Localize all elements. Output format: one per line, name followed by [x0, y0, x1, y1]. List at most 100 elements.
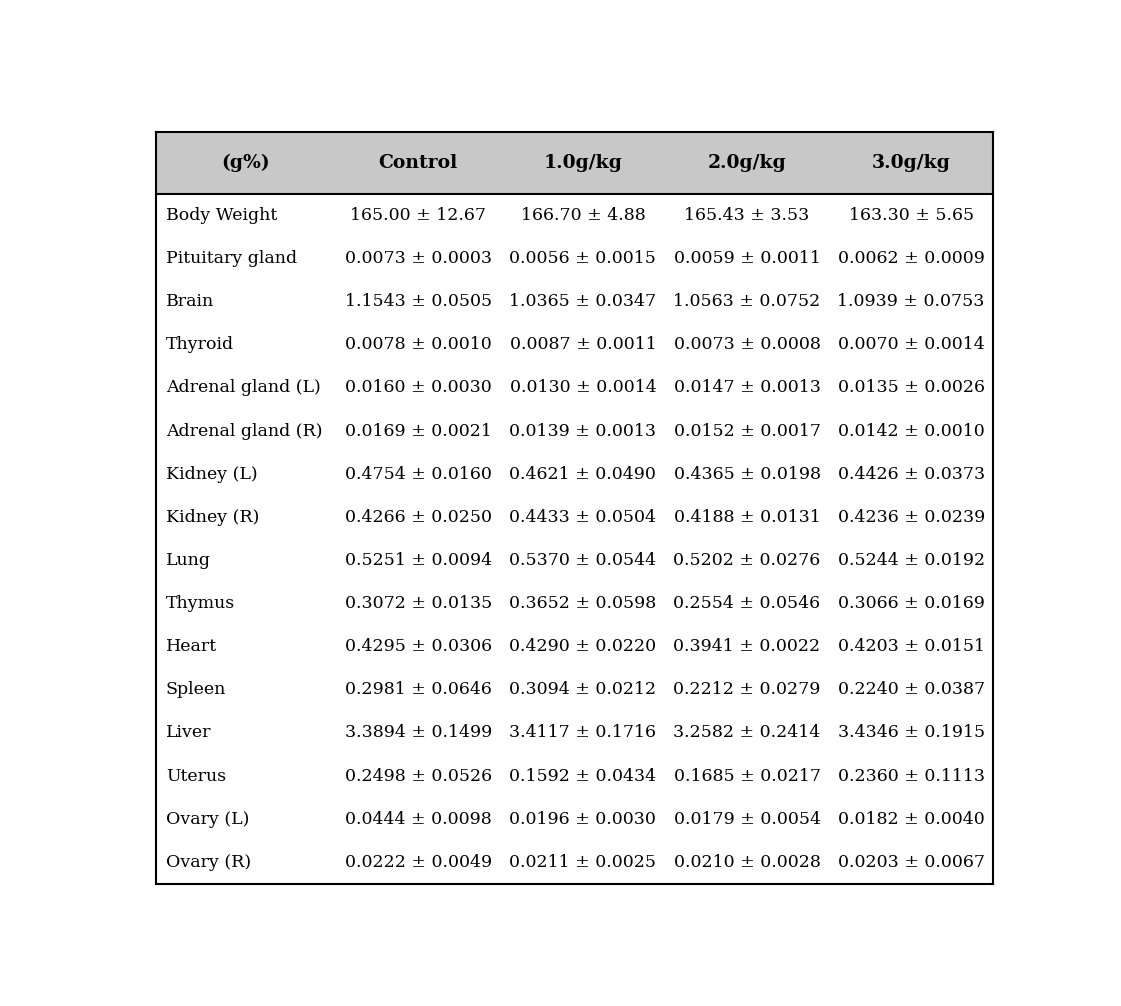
Text: 0.5244 ± 0.0192: 0.5244 ± 0.0192	[837, 552, 984, 569]
Text: 0.0087 ± 0.0011: 0.0087 ± 0.0011	[510, 336, 656, 353]
Text: 0.1592 ± 0.0434: 0.1592 ± 0.0434	[509, 768, 657, 785]
Bar	[156, 539, 993, 582]
Text: 0.0056 ± 0.0015: 0.0056 ± 0.0015	[509, 250, 656, 268]
Text: 1.0939 ± 0.0753: 1.0939 ± 0.0753	[837, 293, 985, 310]
Text: 0.4188 ± 0.0131: 0.4188 ± 0.0131	[674, 509, 821, 526]
Text: 0.1685 ± 0.0217: 0.1685 ± 0.0217	[674, 768, 821, 785]
Text: 0.4295 ± 0.0306: 0.4295 ± 0.0306	[345, 638, 492, 655]
Text: 0.2240 ± 0.0387: 0.2240 ± 0.0387	[837, 681, 984, 698]
Text: 0.0062 ± 0.0009: 0.0062 ± 0.0009	[837, 250, 984, 268]
Text: 0.4266 ± 0.0250: 0.4266 ± 0.0250	[345, 509, 492, 526]
Text: 163.30 ± 5.65: 163.30 ± 5.65	[849, 207, 974, 224]
Text: Kidney (L): Kidney (L)	[166, 466, 258, 483]
Bar	[156, 323, 993, 366]
Text: Ovary (R): Ovary (R)	[166, 854, 251, 871]
Text: 0.0073 ± 0.0008: 0.0073 ± 0.0008	[674, 336, 821, 353]
Bar	[156, 133, 993, 194]
Text: 3.2582 ± 0.2414: 3.2582 ± 0.2414	[674, 724, 821, 741]
Text: 0.4365 ± 0.0198: 0.4365 ± 0.0198	[674, 466, 821, 483]
Text: 166.70 ± 4.88: 166.70 ± 4.88	[520, 207, 646, 224]
Text: 0.0196 ± 0.0030: 0.0196 ± 0.0030	[509, 811, 656, 828]
Text: Kidney (R): Kidney (R)	[166, 509, 259, 526]
Text: 2.0g/kg: 2.0g/kg	[707, 154, 787, 172]
Text: 1.0g/kg: 1.0g/kg	[544, 154, 622, 172]
Text: Ovary (L): Ovary (L)	[166, 811, 249, 828]
Text: Lung: Lung	[166, 552, 211, 569]
Text: (g%): (g%)	[222, 154, 270, 172]
Text: 0.0130 ± 0.0014: 0.0130 ± 0.0014	[510, 379, 656, 396]
Text: 0.2498 ± 0.0526: 0.2498 ± 0.0526	[345, 768, 492, 785]
Text: Thyroid: Thyroid	[166, 336, 234, 353]
Text: 0.2212 ± 0.0279: 0.2212 ± 0.0279	[674, 681, 821, 698]
Bar	[156, 582, 993, 625]
Text: 0.5251 ± 0.0094: 0.5251 ± 0.0094	[345, 552, 492, 569]
Text: 0.3072 ± 0.0135: 0.3072 ± 0.0135	[344, 596, 492, 612]
Text: Spleen: Spleen	[166, 681, 226, 698]
Bar	[156, 237, 993, 281]
Text: 0.3652 ± 0.0598: 0.3652 ± 0.0598	[509, 596, 657, 612]
Text: 0.0147 ± 0.0013: 0.0147 ± 0.0013	[674, 379, 821, 396]
Text: 0.0182 ± 0.0040: 0.0182 ± 0.0040	[837, 811, 984, 828]
Text: Control: Control	[379, 154, 458, 172]
Text: 0.4236 ± 0.0239: 0.4236 ± 0.0239	[837, 509, 985, 526]
Text: 0.0078 ± 0.0010: 0.0078 ± 0.0010	[345, 336, 492, 353]
Text: 0.0139 ± 0.0013: 0.0139 ± 0.0013	[509, 423, 657, 440]
Text: 0.4203 ± 0.0151: 0.4203 ± 0.0151	[837, 638, 984, 655]
Bar	[156, 754, 993, 798]
Text: 3.4117 ± 0.1716: 3.4117 ± 0.1716	[509, 724, 657, 741]
Text: 0.0210 ± 0.0028: 0.0210 ± 0.0028	[674, 854, 821, 871]
Text: 0.0179 ± 0.0054: 0.0179 ± 0.0054	[674, 811, 821, 828]
Text: Uterus: Uterus	[166, 768, 226, 785]
Bar	[156, 711, 993, 754]
Text: 0.5202 ± 0.0276: 0.5202 ± 0.0276	[674, 552, 821, 569]
Text: 0.0160 ± 0.0030: 0.0160 ± 0.0030	[345, 379, 492, 396]
Text: 0.0169 ± 0.0021: 0.0169 ± 0.0021	[345, 423, 492, 440]
Bar	[156, 281, 993, 323]
Text: 1.0563 ± 0.0752: 1.0563 ± 0.0752	[674, 293, 821, 310]
Text: Liver: Liver	[166, 724, 212, 741]
Text: Adrenal gland (R): Adrenal gland (R)	[166, 423, 323, 440]
Text: 0.0222 ± 0.0049: 0.0222 ± 0.0049	[345, 854, 492, 871]
Text: 0.0142 ± 0.0010: 0.0142 ± 0.0010	[837, 423, 984, 440]
Text: 0.4433 ± 0.0504: 0.4433 ± 0.0504	[509, 509, 657, 526]
Text: 0.2981 ± 0.0646: 0.2981 ± 0.0646	[345, 681, 492, 698]
Bar	[156, 496, 993, 539]
Text: Thymus: Thymus	[166, 596, 235, 612]
Bar	[156, 841, 993, 884]
Text: Body Weight: Body Weight	[166, 207, 277, 224]
Text: 0.4754 ± 0.0160: 0.4754 ± 0.0160	[345, 466, 492, 483]
Text: 0.0070 ± 0.0014: 0.0070 ± 0.0014	[837, 336, 984, 353]
Text: 0.4621 ± 0.0490: 0.4621 ± 0.0490	[509, 466, 656, 483]
Text: Brain: Brain	[166, 293, 214, 310]
Text: 0.0135 ± 0.0026: 0.0135 ± 0.0026	[837, 379, 984, 396]
Text: Pituitary gland: Pituitary gland	[166, 250, 297, 268]
Bar	[156, 668, 993, 711]
Text: 1.1543 ± 0.0505: 1.1543 ± 0.0505	[345, 293, 492, 310]
Text: 0.4426 ± 0.0373: 0.4426 ± 0.0373	[837, 466, 984, 483]
Text: 0.0152 ± 0.0017: 0.0152 ± 0.0017	[674, 423, 821, 440]
Text: 0.0203 ± 0.0067: 0.0203 ± 0.0067	[837, 854, 984, 871]
Text: 0.0211 ± 0.0025: 0.0211 ± 0.0025	[509, 854, 657, 871]
Text: 0.3066 ± 0.0169: 0.3066 ± 0.0169	[837, 596, 984, 612]
Text: 0.0073 ± 0.0003: 0.0073 ± 0.0003	[345, 250, 492, 268]
Text: 3.3894 ± 0.1499: 3.3894 ± 0.1499	[344, 724, 492, 741]
Bar	[156, 194, 993, 237]
Text: Heart: Heart	[166, 638, 217, 655]
Bar	[156, 366, 993, 409]
Text: 0.5370 ± 0.0544: 0.5370 ± 0.0544	[509, 552, 657, 569]
Text: 165.00 ± 12.67: 165.00 ± 12.67	[351, 207, 487, 224]
Bar	[156, 625, 993, 668]
Text: 0.0059 ± 0.0011: 0.0059 ± 0.0011	[674, 250, 821, 268]
Text: 0.3094 ± 0.0212: 0.3094 ± 0.0212	[509, 681, 657, 698]
Text: 0.2360 ± 0.1113: 0.2360 ± 0.1113	[837, 768, 984, 785]
Text: 0.2554 ± 0.0546: 0.2554 ± 0.0546	[674, 596, 821, 612]
Bar	[156, 798, 993, 841]
Text: 0.4290 ± 0.0220: 0.4290 ± 0.0220	[509, 638, 657, 655]
Text: 0.3941 ± 0.0022: 0.3941 ± 0.0022	[674, 638, 821, 655]
Text: 165.43 ± 3.53: 165.43 ± 3.53	[685, 207, 809, 224]
Text: 0.0444 ± 0.0098: 0.0444 ± 0.0098	[345, 811, 492, 828]
Text: Adrenal gland (L): Adrenal gland (L)	[166, 379, 321, 396]
Bar	[156, 453, 993, 496]
Text: 3.0g/kg: 3.0g/kg	[872, 154, 951, 172]
Text: 1.0365 ± 0.0347: 1.0365 ± 0.0347	[509, 293, 657, 310]
